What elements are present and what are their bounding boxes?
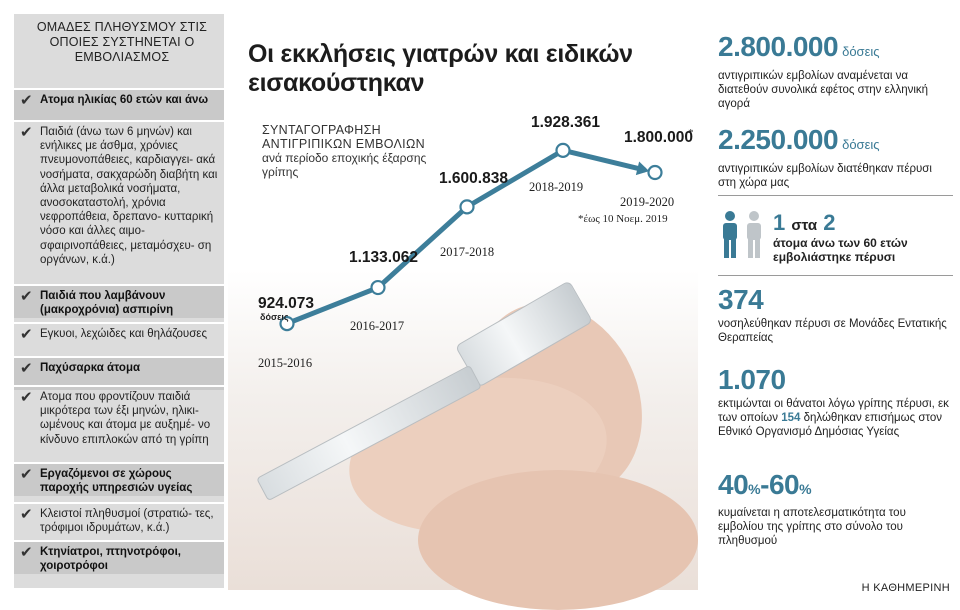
chart-title: ΣΥΝΤΑΓΟΓΡΑΦΗΣΗ ΑΝΤΙΓΡΙΠΙΚΩΝ ΕΜΒΟΛΙΩΝ (262, 123, 425, 151)
divider (14, 462, 224, 464)
divider (14, 502, 224, 504)
check-icon: ✔ (20, 124, 33, 141)
data-point-marker (647, 164, 663, 181)
chart-note: *έως 10 Νοεμ. 2019 (578, 213, 668, 225)
data-label: 1.133.062 (349, 249, 418, 266)
divider (14, 540, 224, 542)
stat-value: 2.800.000 (718, 31, 839, 62)
x-tick-label: 2017-2018 (440, 245, 494, 259)
stat-value: 2.250.000 (718, 124, 839, 155)
stat-expected-doses: 2.800.000 δόσεις αντιγριπικών εμβολίων αν… (718, 32, 953, 111)
x-tick-label: 2018-2019 (529, 180, 583, 194)
highlight-number: 154 (781, 412, 801, 424)
group-item: ✔ Εργαζόμενοι σε χώρους παροχής υπηρεσιών… (14, 464, 224, 496)
people-icon (723, 211, 761, 258)
group-item-text: Ατομα ηλικίας 60 ετών και άνω (40, 94, 209, 106)
group-item-text: Εγκυοι, λεχώιδες και θηλάζουσες (40, 328, 207, 340)
stat-value: 374 (718, 284, 764, 315)
stat-icu: 374 νοσηλεύθηκαν πέρυσι σε Μονάδες Εντατ… (718, 285, 953, 345)
unit-label: δόσεις (260, 312, 289, 322)
stat-desc: εκτιμώνται οι θάνατοι λόγω γρίπης πέρυσι… (718, 398, 949, 438)
divider (14, 120, 224, 122)
stat-last-year-doses: 2.250.000 δόσεις αντιγριπικών εμβολίων δι… (718, 125, 953, 190)
prescriptions-line-chart: 924.073 2015-2016 1.133.062 2016-2017 1.600.… (258, 114, 694, 370)
arrow-head (635, 161, 650, 176)
divider (718, 195, 953, 196)
group-item: ✔ Ατομα ηλικίας 60 ετών και άνω (14, 90, 224, 122)
check-icon: ✔ (20, 466, 33, 483)
group-item-text: Κλειστοί πληθυσμοί (στρατιώ- τες, τρόφιμ… (40, 508, 214, 535)
group-item-text: Παιδιά που λαμβάνουν (μακροχρόνια) ασπιρ… (40, 290, 174, 317)
eligible-groups-panel: ΟΜΑΔΕΣ ΠΛΗΘΥΣΜΟΥ ΣΤΙΣ ΟΠΟΙΕΣ ΣΥΣΤΗΝΕΤΑΙ … (14, 14, 224, 588)
group-item: ✔ Κτηνίατροι, πτηνοτρόφοι, χοιροτρόφοι (14, 542, 224, 574)
data-point-marker (555, 142, 571, 158)
stat-desc: αντιγριπικών εμβολίων αναμένεται να διατ… (718, 70, 929, 110)
x-tick-label: 2015-2016 (258, 356, 312, 370)
stat-desc: αντιγριπικών εμβολίων διατέθηκαν πέρυσι … (718, 163, 932, 189)
group-item: ✔ Παιδιά (άνω των 6 μηνών) και ενήλικες μ… (14, 122, 224, 266)
group-item: ✔ Παχύσαρκα άτομα (14, 358, 224, 390)
chart-subtitle: ανά περίοδο εποχικής έξαρσης γρίπης (262, 151, 427, 179)
vaccine-syringe-photo (228, 270, 698, 610)
group-item: ✔ Εγκυοι, λεχώιδες και θηλάζουσες (14, 324, 224, 344)
group-item: ✔ Κλειστοί πληθυσμοί (στρατιώ- τες, τρόφι… (14, 504, 224, 538)
headline: Οι εκκλήσεις γιατρών και ειδικών εισακού… (248, 40, 633, 97)
group-item-text: Εργαζόμενοι σε χώρους παροχής υπηρεσιών … (40, 468, 193, 495)
divider (14, 88, 224, 90)
data-point-marker (279, 315, 295, 332)
stat-value: 1.070 (718, 364, 786, 395)
chart-title-block: ΣΥΝΤΑΓΟΓΡΑΦΗΣΗ ΑΝΤΙΓΡΙΠΙΚΩΝ ΕΜΒΟΛΙΩΝ ανά… (262, 123, 462, 179)
data-label: 924.073 (258, 295, 314, 312)
stat-desc: κυμαίνεται η αποτελεσματικότητα του εμβο… (718, 507, 906, 547)
stat-unit: δόσεις (842, 137, 880, 152)
divider (14, 356, 224, 358)
data-point-marker (370, 279, 386, 296)
asterisk-mark: * (688, 127, 694, 139)
data-point-marker (459, 199, 475, 215)
stat-desc: άτομα άνω των 60 ετών εμβολιάστηκε πέρυσ… (773, 236, 908, 264)
check-icon: ✔ (20, 288, 33, 305)
group-item-text: Παιδιά (άνω των 6 μηνών) και ενήλικες με… (40, 126, 218, 266)
group-item-text: Ατομα που φροντίζουν παιδιά μικρότερα τω… (40, 391, 211, 446)
check-icon: ✔ (20, 389, 33, 406)
panel-title: ΟΜΑΔΕΣ ΠΛΗΘΥΣΜΟΥ ΣΤΙΣ ΟΠΟΙΕΣ ΣΥΣΤΗΝΕΤΑΙ … (36, 20, 208, 64)
stat-effectiveness: 40%-60% κυμαίνεται η αποτελεσματικότητα … (718, 470, 953, 548)
stat-desc: νοσηλεύθηκαν πέρυσι σε Μονάδες Εντατικής… (718, 318, 947, 344)
publisher-credit: Η ΚΑΘΗΜΕΡΙΝΗ (861, 582, 950, 594)
divider (718, 275, 953, 276)
divider (14, 385, 224, 387)
data-label: 1.600.838 (439, 170, 508, 187)
check-icon: ✔ (20, 326, 33, 343)
check-icon: ✔ (20, 544, 33, 561)
data-label: 1.928.361 (531, 114, 600, 131)
stat-unit: δόσεις (842, 44, 880, 59)
group-item-text: Παχύσαρκα άτομα (40, 362, 141, 374)
data-label: 1.800.000 (624, 129, 693, 146)
x-tick-label: 2016-2017 (350, 319, 404, 333)
check-icon: ✔ (20, 506, 33, 523)
group-item: ✔ Παιδιά που λαμβάνουν (μακροχρόνια) ασπι… (14, 286, 224, 318)
group-item-text: Κτηνίατροι, πτηνοτρόφοι, χοιροτρόφοι (40, 546, 181, 573)
divider (14, 284, 224, 286)
stat-deaths: 1.070 εκτιμώνται οι θάνατοι λόγω γρίπης … (718, 365, 953, 439)
divider (14, 322, 224, 324)
ratio-text: 1 στα 2 (773, 210, 836, 235)
check-icon: ✔ (20, 360, 33, 377)
stat-ratio-elderly: 1 στα 2 άτομα άνω των 60 ετών εμβολιάστη… (718, 210, 953, 270)
group-item: ✔ Ατομα που φροντίζουν παιδιά μικρότερα τ… (14, 387, 224, 450)
check-icon: ✔ (20, 92, 33, 109)
stat-value: 40%-60% (718, 469, 812, 500)
x-tick-label: 2019-2020 (620, 195, 674, 209)
